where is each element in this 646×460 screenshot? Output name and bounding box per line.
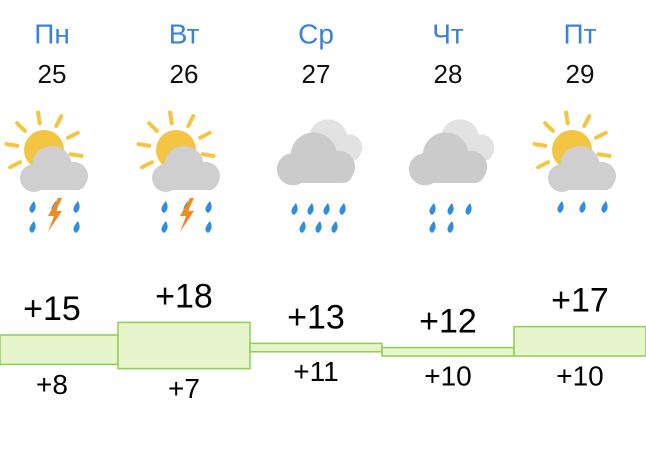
sun-ray xyxy=(136,142,152,148)
rain-drop xyxy=(291,203,298,215)
rain-drop xyxy=(161,221,168,233)
rain-drop xyxy=(29,201,36,213)
temp-high: +13 xyxy=(287,298,345,336)
sun-ray xyxy=(200,152,216,158)
weather-icon xyxy=(532,110,616,213)
rain-drop xyxy=(205,221,212,233)
rain-drop xyxy=(323,203,330,215)
day-date: 29 xyxy=(566,59,595,89)
rain-drop xyxy=(161,201,168,213)
rain-drop xyxy=(339,203,346,215)
day-name: Ср xyxy=(298,18,334,49)
day-name: Пн xyxy=(34,18,70,49)
rain-drop xyxy=(73,201,80,213)
rain-drop xyxy=(429,203,436,215)
cloud-part xyxy=(411,162,485,183)
rain-drop xyxy=(557,201,564,213)
sun-ray xyxy=(186,114,196,128)
sun-ray xyxy=(4,142,20,148)
sun-ray xyxy=(564,110,570,126)
rain-drop xyxy=(579,201,586,213)
weather-icon xyxy=(136,110,220,233)
rain-drop xyxy=(331,221,338,233)
rain-drop xyxy=(465,203,472,215)
sun-ray xyxy=(15,121,27,133)
rain-drop xyxy=(299,221,306,233)
lightning xyxy=(48,198,62,232)
cloud-part xyxy=(154,172,218,190)
temp-band xyxy=(513,325,646,357)
sun-ray xyxy=(140,160,154,170)
temp-low: +11 xyxy=(293,356,338,387)
rain-drop xyxy=(429,221,436,233)
temp-low: +10 xyxy=(556,360,604,391)
cloud-part xyxy=(22,172,86,190)
temp-high: +12 xyxy=(419,303,477,341)
day-name: Пт xyxy=(564,18,597,49)
temp-band xyxy=(249,342,383,353)
sun-ray xyxy=(66,130,80,140)
lightning xyxy=(180,198,194,232)
temp-band xyxy=(381,346,515,357)
sun-ray xyxy=(8,160,22,170)
day-name: Чт xyxy=(432,18,464,49)
rain-drop xyxy=(601,201,608,213)
temp-band xyxy=(0,334,119,366)
temp-high: +17 xyxy=(551,282,609,320)
weather-icon xyxy=(276,119,363,233)
sun-ray xyxy=(168,110,174,126)
cloud-part xyxy=(279,162,353,183)
temp-band xyxy=(117,321,251,370)
day-date: 28 xyxy=(434,59,463,89)
rain-drop xyxy=(307,203,314,215)
day-date: 27 xyxy=(302,59,331,89)
sun-ray xyxy=(532,142,548,148)
rain-drop xyxy=(315,221,322,233)
sun-ray xyxy=(596,152,612,158)
temp-low: +7 xyxy=(168,373,200,404)
rain-drop xyxy=(205,201,212,213)
weather-icon xyxy=(4,110,88,233)
cloud-part xyxy=(550,172,614,190)
sun-ray xyxy=(582,114,592,128)
sun-ray xyxy=(543,121,555,133)
day-date: 25 xyxy=(38,59,67,89)
temp-low: +10 xyxy=(424,360,472,391)
sun-ray xyxy=(198,130,212,140)
sun-ray xyxy=(147,121,159,133)
sun-ray xyxy=(68,152,84,158)
rain-drop xyxy=(447,203,454,215)
rain-drop xyxy=(29,221,36,233)
day-date: 26 xyxy=(170,59,199,89)
rain-drop xyxy=(447,221,454,233)
temp-high: +15 xyxy=(23,290,81,328)
sun-ray xyxy=(594,130,608,140)
weather-icon xyxy=(408,119,495,233)
rain-drop xyxy=(73,221,80,233)
sun-ray xyxy=(54,114,64,128)
sun-ray xyxy=(36,110,42,126)
temp-high: +18 xyxy=(155,277,213,315)
day-name: Вт xyxy=(169,18,200,49)
sun-ray xyxy=(536,160,550,170)
temp-low: +8 xyxy=(36,369,68,400)
